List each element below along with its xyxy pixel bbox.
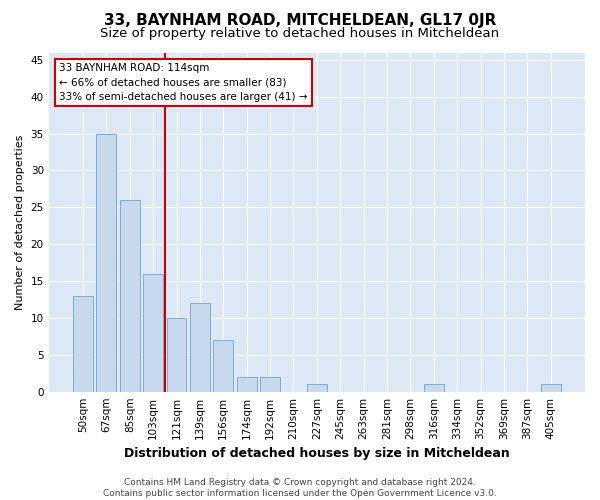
Bar xyxy=(260,377,280,392)
Bar xyxy=(237,377,257,392)
Bar xyxy=(190,303,210,392)
X-axis label: Distribution of detached houses by size in Mitcheldean: Distribution of detached houses by size … xyxy=(124,447,510,460)
Text: 33 BAYNHAM ROAD: 114sqm
← 66% of detached houses are smaller (83)
33% of semi-de: 33 BAYNHAM ROAD: 114sqm ← 66% of detache… xyxy=(59,62,308,102)
Text: Size of property relative to detached houses in Mitcheldean: Size of property relative to detached ho… xyxy=(100,28,500,40)
Bar xyxy=(424,384,443,392)
Bar xyxy=(541,384,560,392)
Text: 33, BAYNHAM ROAD, MITCHELDEAN, GL17 0JR: 33, BAYNHAM ROAD, MITCHELDEAN, GL17 0JR xyxy=(104,12,496,28)
Bar xyxy=(307,384,327,392)
Bar xyxy=(97,134,116,392)
Bar xyxy=(120,200,140,392)
Bar xyxy=(167,318,187,392)
Text: Contains HM Land Registry data © Crown copyright and database right 2024.
Contai: Contains HM Land Registry data © Crown c… xyxy=(103,478,497,498)
Bar xyxy=(214,340,233,392)
Bar xyxy=(73,296,93,392)
Bar xyxy=(143,274,163,392)
Y-axis label: Number of detached properties: Number of detached properties xyxy=(15,134,25,310)
